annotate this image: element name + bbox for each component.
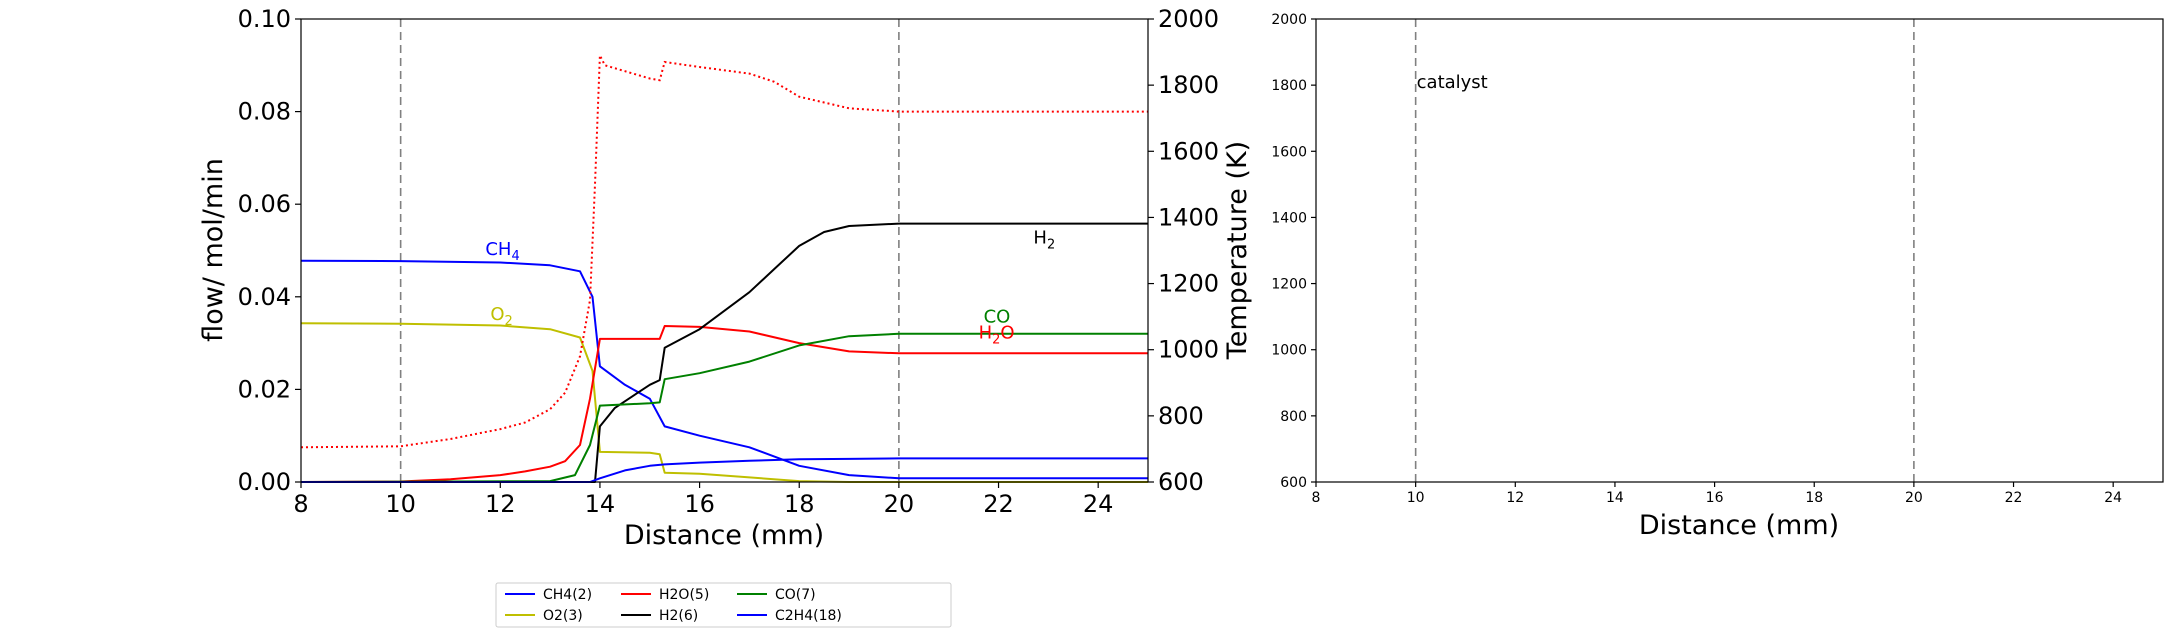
right-x-tick-label: 12 — [1506, 490, 1524, 506]
left-x-tick-label: 14 — [585, 490, 616, 518]
series-line-c2h418 — [301, 457, 1148, 483]
left-y2-tick-label: 1000 — [1158, 336, 1219, 364]
right-axes-frame — [1315, 18, 2164, 483]
right-x-tick-label: 8 — [1312, 490, 1321, 506]
right-y-tick-label: 600 — [1280, 475, 1307, 491]
left-x-tick-label: 22 — [983, 490, 1014, 518]
series-line-h26 — [301, 222, 1148, 483]
legend-label: H2O(5) — [659, 587, 709, 603]
left-y-tick-label: 0.10 — [238, 5, 291, 33]
right-x-ticks: 8 10 12 14 16 18 20 22 24 — [1312, 482, 2122, 506]
right-y-tick-label: 1800 — [1271, 78, 1307, 94]
left-x-axis-label: Distance (mm) — [624, 520, 824, 551]
right-y-tick-label: 800 — [1280, 409, 1307, 425]
series-line-co7 — [300, 332, 1148, 483]
legend-label: O2(3) — [543, 608, 583, 624]
right-x-tick-label: 10 — [1407, 490, 1425, 506]
right-x-tick-label: 22 — [2005, 490, 2023, 506]
right-x-tick-label: 18 — [1805, 490, 1823, 506]
right-x-tick-label: 24 — [2104, 490, 2122, 506]
left-x-ticks: 8 10 12 14 16 18 20 22 24 — [293, 482, 1113, 518]
left-x-tick-label: 16 — [684, 490, 715, 518]
right-y-tick-label: 1400 — [1271, 210, 1307, 226]
left-y2-tick-label: 800 — [1158, 402, 1204, 430]
left-y-tick-label: 0.04 — [238, 283, 291, 311]
right-x-tick-label: 20 — [1905, 490, 1923, 506]
series-line-o23 — [300, 322, 1148, 483]
legend-box — [495, 582, 952, 628]
left-y2-tick-label: 1800 — [1158, 71, 1219, 99]
legend-label: C2H4(18) — [775, 608, 842, 624]
left-y-tick-label: 0.08 — [238, 98, 291, 126]
left-y2-tick-label: 1600 — [1158, 137, 1219, 165]
right-x-axis-label: Distance (mm) — [1639, 510, 1839, 541]
left-x-tick-label: 10 — [385, 490, 416, 518]
left-x-tick-label: 20 — [884, 490, 915, 518]
left-y2-ticks: 600 800 1000 1200 1400 1600 1800 2000 — [1148, 5, 1219, 496]
right-y-tick-label: 2000 — [1271, 12, 1307, 28]
legend-items: CH4(2) O2(3) H2O(5) H2(6) CO(7) C2H4(18) — [505, 587, 842, 624]
left-x-tick-label: 12 — [485, 490, 516, 518]
left-y-tick-label: 0.02 — [238, 375, 291, 403]
right-y-tick-label: 1200 — [1271, 277, 1307, 293]
right-y-tick-label: 1600 — [1271, 144, 1307, 160]
left-y2-tick-label: 600 — [1158, 468, 1204, 496]
right-x-tick-label: 14 — [1606, 490, 1624, 506]
legend-label: CH4(2) — [543, 587, 592, 603]
left-y2-axis-label: Temperature (K) — [1222, 141, 1253, 360]
right-x-tick-label: 16 — [1706, 490, 1724, 506]
right-annotations: catalyst — [1417, 72, 1488, 93]
left-y2-tick-label: 1400 — [1158, 203, 1219, 231]
left-x-tick-label: 18 — [784, 490, 815, 518]
series-annotation: CO — [984, 306, 1011, 327]
left-axes-frame — [300, 18, 1149, 483]
left-y-tick-label: 0.06 — [238, 190, 291, 218]
right-chart: 8 10 12 14 16 18 20 22 24 600 800 1000 1200 1400 1600… — [1271, 12, 2164, 541]
right-y-ticks: 600 800 1000 1200 1400 1600 1800 2000 — [1271, 12, 1316, 491]
right-y-tick-label: 1000 — [1271, 343, 1307, 359]
left-x-tick-label: 8 — [293, 490, 308, 518]
left-y-ticks: 0.00 0.02 0.04 0.06 0.08 0.10 — [238, 5, 301, 496]
series-line-ch42 — [300, 259, 1148, 480]
left-y2-tick-label: 2000 — [1158, 5, 1219, 33]
left-chart: 8 10 12 14 16 18 20 22 24 0.000.020.040.060.080.… — [198, 5, 1253, 551]
left-series-lines — [300, 51, 1148, 483]
legend-label: H2(6) — [659, 608, 698, 624]
left-y2-tick-label: 1200 — [1158, 270, 1219, 298]
legend-label: CO(7) — [775, 587, 816, 603]
legend: CH4(2) O2(3) H2O(5) H2(6) CO(7) C2H4(18) — [495, 582, 952, 628]
catalyst-label: catalyst — [1417, 72, 1488, 93]
left-x-tick-label: 24 — [1083, 490, 1114, 518]
left-y-tick-label: 0.00 — [238, 468, 291, 496]
temperature-line — [300, 51, 1148, 449]
left-y-axis-label: flow/ mol/min — [198, 158, 229, 342]
